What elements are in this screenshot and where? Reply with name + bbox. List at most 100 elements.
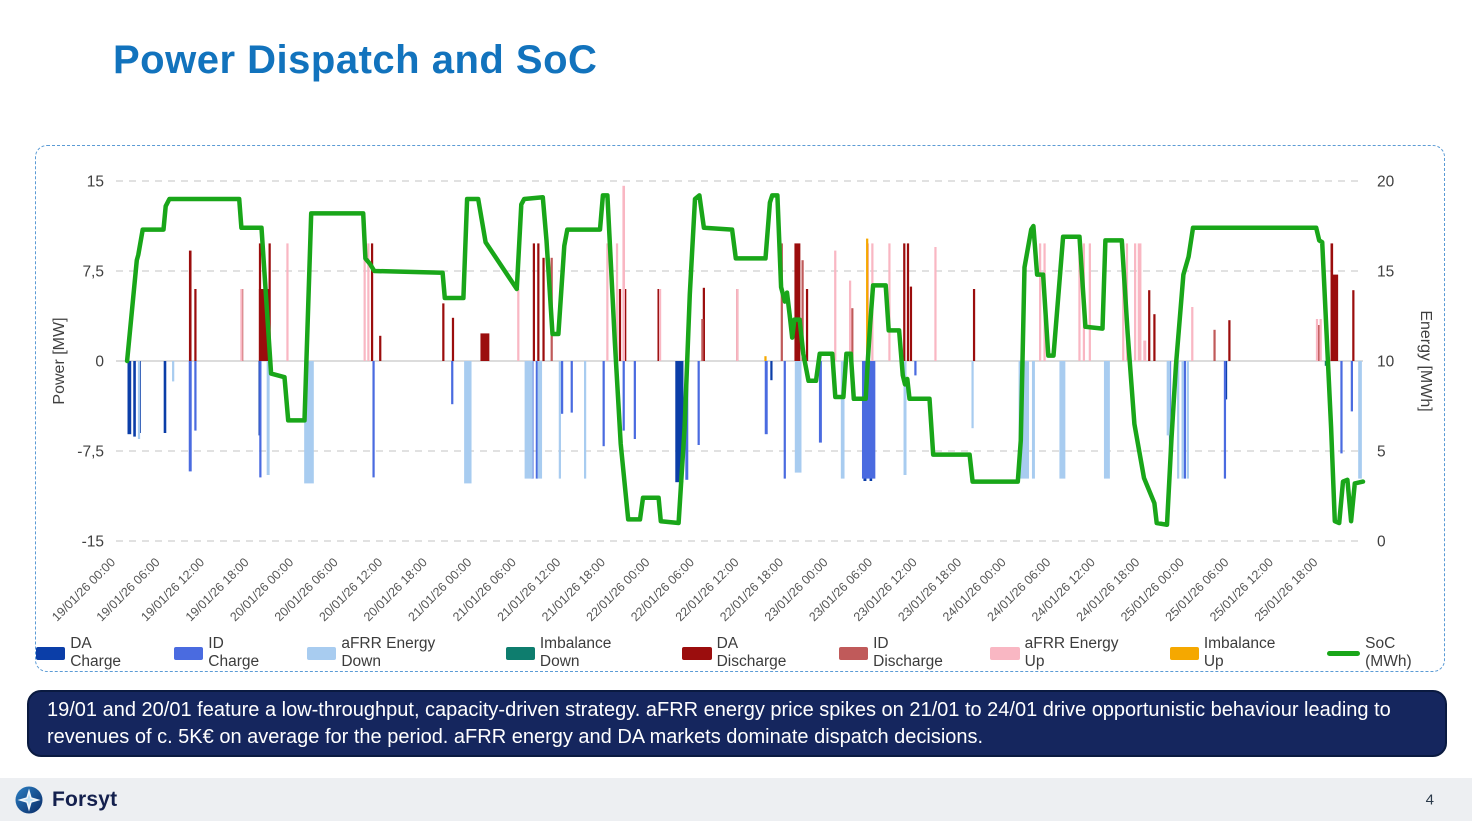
bar-da-discharge (194, 289, 197, 361)
bar-da-discharge (1330, 243, 1334, 361)
bar-id-charge (697, 361, 700, 445)
bar-id-charge (1340, 361, 1343, 454)
legend-label: SoC (MWh) (1365, 635, 1412, 670)
bar-afrr-energy-down (971, 361, 974, 429)
insight-callout: 19/01 and 20/01 feature a low-throughput… (27, 690, 1447, 757)
bar-da-discharge (906, 243, 910, 361)
bar-id-charge (818, 361, 822, 443)
legend-label: Imbalance Up (1203, 635, 1276, 670)
bar-afrr-energy-down (172, 361, 175, 382)
legend-item-soc-mwh-: SoC (MWh) (1327, 635, 1444, 671)
bar-id-charge (783, 361, 786, 479)
bar-afrr-energy-down (1018, 361, 1029, 479)
chart-panel: 15 7,5 0 -7,5 -15 20 15 10 5 0 Power [MW] Energy [M… (35, 145, 1445, 672)
legend-item-afrr-energy-up: aFRR Energy Up (990, 635, 1139, 671)
bar-id-charge (1350, 361, 1353, 412)
bar-id-charge (570, 361, 573, 413)
bar-afrr-energy-down (266, 361, 270, 475)
right-axis-tick: 0 (1377, 534, 1386, 551)
bar-afrr-energy-up (1039, 243, 1042, 361)
bar-id-charge (1183, 361, 1186, 479)
legend-item-da-charge: DA Charge (36, 635, 144, 671)
bar-id-charge (914, 361, 917, 376)
bar-da-discharge (480, 333, 490, 361)
legend-swatch-afrr-energy-down (307, 646, 337, 660)
soc-line (124, 193, 1366, 528)
brand: Forsyt (14, 785, 117, 815)
bar-da-discharge (909, 286, 913, 361)
legend-swatch-id-discharge (838, 646, 869, 660)
bar-da-discharge (794, 243, 801, 361)
bar-afrr-energy-up (240, 289, 243, 361)
bar-afrr-energy-up (622, 185, 626, 361)
left-axis-tick: 7,5 (82, 264, 104, 281)
bar-da-discharge (1153, 314, 1156, 361)
right-axis-tick: 10 (1377, 354, 1395, 371)
bar-afrr-energy-up (1078, 243, 1081, 361)
bar-afrr-energy-up (517, 289, 520, 361)
bar-id-discharge (1213, 329, 1216, 361)
bar-afrr-energy-up (848, 280, 852, 361)
right-axis-title: Energy [MWh] (1417, 310, 1434, 411)
bar-id-charge (259, 361, 262, 478)
dispatch-chart-svg: 15 7,5 0 -7,5 -15 20 15 10 5 0 Power [MW] Energy [M… (49, 174, 1434, 625)
legend-label: aFRR Energy Down (341, 635, 436, 670)
footer-bar: Forsyt 4 (0, 778, 1472, 821)
bar-afrr-energy-up (888, 243, 891, 361)
bar-id-charge (633, 361, 636, 439)
left-axis-title: Power [MW] (51, 317, 68, 404)
bar-afrr-energy-down (137, 361, 141, 439)
bar-afrr-energy-up (658, 289, 662, 361)
left-axis-tick: 15 (87, 174, 104, 191)
bar-id-charge (451, 361, 454, 405)
bar-afrr-energy-down (1186, 361, 1189, 479)
bar-afrr-energy-down (1059, 361, 1066, 479)
bar-id-discharge (701, 319, 704, 361)
bar-imbalance-up (866, 238, 869, 361)
brand-name: Forsyt (52, 787, 118, 811)
bar-da-discharge (618, 289, 622, 361)
bar-afrr-energy-up (1319, 319, 1322, 361)
bar-afrr-energy-up (934, 247, 937, 361)
legend-item-id-discharge: ID Discharge (838, 635, 961, 671)
bar-afrr-energy-up (1143, 340, 1147, 361)
bar-da-discharge (1332, 274, 1339, 361)
right-axis-tick: 15 (1377, 264, 1394, 281)
bar-afrr-energy-up (367, 243, 370, 361)
bar-da-discharge (370, 243, 374, 361)
legend-swatch-id-charge (174, 646, 204, 660)
page-number: 4 (1425, 791, 1434, 808)
bar-id-charge (194, 361, 197, 431)
bar-afrr-energy-down (1103, 361, 1110, 479)
bar-da-discharge (624, 289, 627, 361)
bar-da-discharge (1228, 320, 1231, 361)
bar-afrr-energy-up (1088, 243, 1091, 361)
bar-afrr-energy-up (1315, 319, 1319, 361)
legend-swatch-da-charge (36, 646, 66, 660)
right-axis-tick: 5 (1377, 444, 1386, 461)
bar-id-discharge (801, 260, 804, 361)
legend-item-imbalance-down: Imbalance Down (505, 635, 653, 671)
bar-id-charge (372, 361, 375, 478)
bar-afrr-energy-up (363, 243, 366, 361)
bar-da-discharge (972, 289, 976, 361)
bar-da-discharge (542, 257, 545, 361)
bar-da-discharge (379, 335, 382, 361)
bar-da-charge (163, 361, 167, 433)
left-axis-tick: 0 (95, 354, 104, 371)
legend-label: DA Discharge (716, 635, 787, 670)
bar-afrr-energy-down (304, 361, 314, 484)
bar-afrr-energy-down (903, 361, 907, 475)
bar-id-charge (1223, 361, 1227, 479)
legend-label: ID Charge (208, 635, 260, 670)
legend-label: ID Discharge (873, 635, 943, 670)
insight-text: 19/01 and 20/01 feature a low-throughput… (47, 698, 1391, 748)
bar-id-discharge (780, 243, 783, 361)
bar-afrr-energy-down (840, 361, 845, 479)
bar-afrr-energy-up (1134, 243, 1137, 361)
bar-afrr-energy-up (606, 243, 609, 361)
legend-label: Imbalance Down (539, 635, 612, 670)
legend-item-da-discharge: DA Discharge (682, 635, 809, 671)
bar-afrr-energy-down (1031, 361, 1035, 479)
legend-item-imbalance-up: Imbalance Up (1169, 635, 1297, 671)
